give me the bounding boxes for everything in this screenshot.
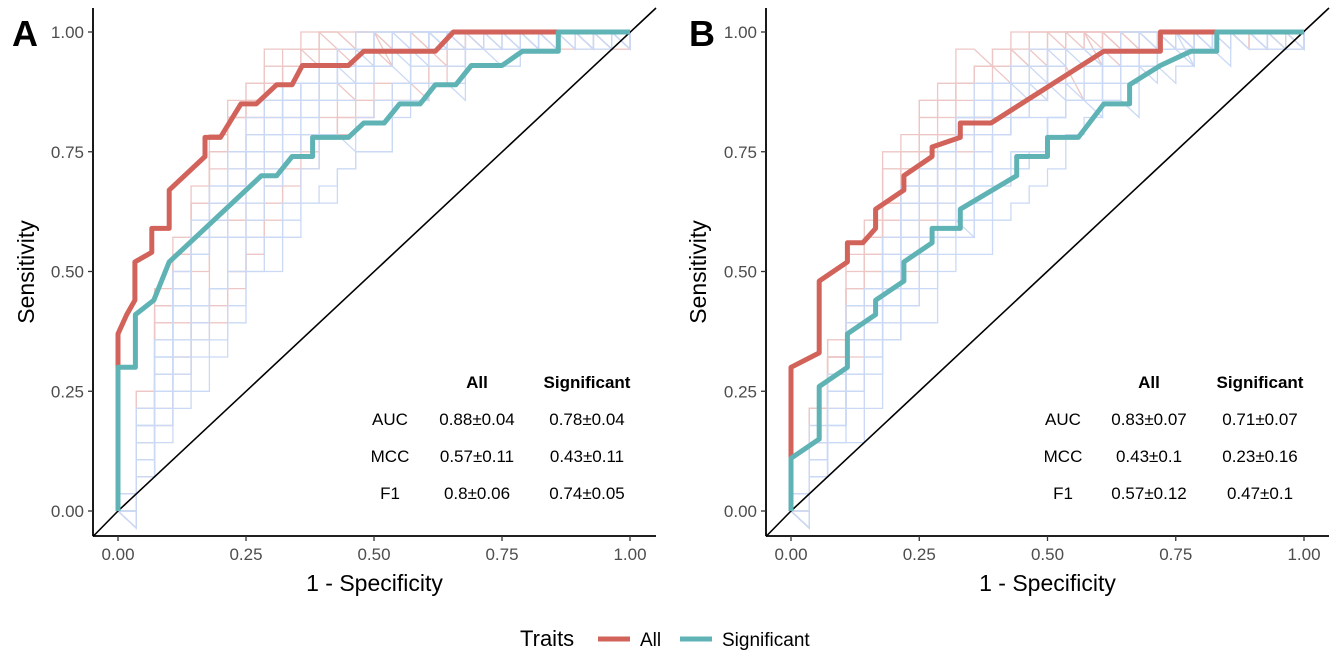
- table-cell: 0.88±0.04: [439, 410, 515, 429]
- table-cell: 0.47±0.1: [1227, 484, 1293, 503]
- y-tick-label: 0.50: [724, 263, 757, 282]
- table-row-label: F1: [380, 484, 400, 503]
- x-axis-title: 1 - Specificity: [306, 570, 443, 596]
- table-cell: 0.43±0.11: [550, 447, 624, 466]
- roc-line-all: [788, 29, 1304, 511]
- x-tick-label: 1.00: [613, 545, 646, 564]
- y-tick-label: 0.50: [51, 263, 84, 282]
- legend-label: Significant: [722, 630, 810, 651]
- panel-letter: B: [689, 13, 715, 54]
- panel-b: 0.00 0.25 0.50 0.75 1.00 0.00 0.25 0.50 0.75 1.00…: [685, 7, 1330, 596]
- x-tick-label: 0.75: [485, 545, 518, 564]
- x-tick-label: 0.75: [1159, 545, 1192, 564]
- y-tick-label: 0.75: [724, 143, 757, 162]
- x-tick-label: 0.00: [101, 545, 134, 564]
- table-row-label: AUC: [372, 410, 408, 429]
- diagonal-line-extension: [92, 510, 119, 538]
- y-tick-label: 0.25: [724, 382, 757, 401]
- table-cell: 0.57±0.11: [440, 447, 514, 466]
- y-tick-label: 0.25: [51, 382, 84, 401]
- y-tick-label: 0.75: [51, 143, 84, 162]
- table-header-all: All: [466, 373, 488, 392]
- x-tick-label: 1.00: [1287, 545, 1320, 564]
- table-cell: 0.74±0.05: [549, 484, 625, 503]
- x-tick-label: 0.25: [903, 545, 936, 564]
- table-row-label: MCC: [371, 447, 410, 466]
- legend-label: All: [640, 630, 661, 651]
- table-header-significant: Significant: [544, 373, 631, 392]
- y-axis-title: Sensitivity: [13, 220, 39, 324]
- table-row-label: AUC: [1045, 410, 1081, 429]
- diagonal-line: [790, 7, 1330, 512]
- diagonal-line-extension: [765, 510, 792, 538]
- table-row-label: F1: [1053, 484, 1073, 503]
- y-tick-label: 1.00: [724, 23, 757, 42]
- y-tick-label: 0.00: [724, 502, 757, 521]
- x-tick-label: 0.50: [357, 545, 390, 564]
- roc-line-significant: [115, 29, 630, 511]
- legend-title: Traits: [520, 626, 574, 651]
- x-axis-title: 1 - Specificity: [979, 570, 1116, 596]
- panel-letter: A: [12, 13, 38, 54]
- legend: Traits All Significant: [520, 626, 810, 651]
- table-cell: 0.78±0.04: [549, 410, 625, 429]
- x-tick-label: 0.25: [229, 545, 262, 564]
- bootstrap-roc-line: [791, 31, 1305, 512]
- table-cell: 0.23±0.16: [1222, 447, 1298, 466]
- table-header-significant: Significant: [1217, 373, 1304, 392]
- table-cell: 0.43±0.1: [1116, 447, 1182, 466]
- table-row-label: MCC: [1044, 447, 1083, 466]
- table-cell: 0.83±0.07: [1111, 410, 1187, 429]
- panel-a: 0.00 0.25 0.50 0.75 1.00 0.00 0.25 0.50 0.75 1.00…: [12, 7, 657, 596]
- table-cell: 0.57±0.12: [1111, 484, 1187, 503]
- roc-line-significant: [788, 29, 1304, 511]
- table-cell: 0.71±0.07: [1222, 410, 1298, 429]
- roc-line-all: [115, 29, 630, 511]
- y-tick-label: 0.00: [51, 502, 84, 521]
- table-cell: 0.8±0.06: [444, 484, 510, 503]
- y-axis-title: Sensitivity: [685, 220, 711, 324]
- y-tick-label: 1.00: [51, 23, 84, 42]
- x-tick-label: 0.00: [774, 545, 807, 564]
- x-tick-label: 0.50: [1031, 545, 1064, 564]
- table-header-all: All: [1138, 373, 1160, 392]
- diagonal-line: [117, 7, 657, 512]
